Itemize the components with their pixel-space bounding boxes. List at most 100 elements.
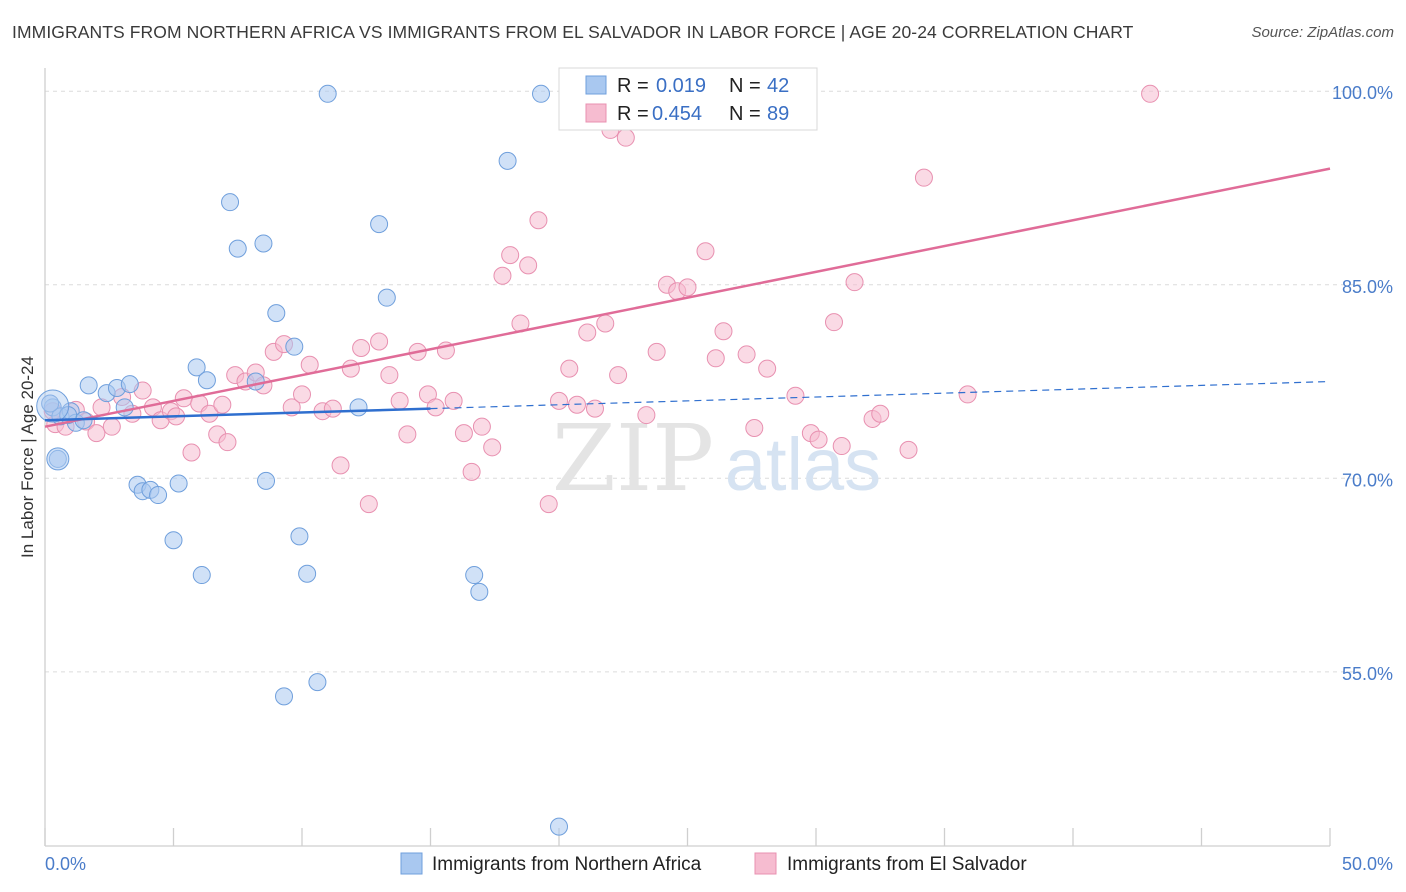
legend-n-value: 42: [767, 75, 789, 97]
data-point-el-salvador: [444, 391, 463, 410]
data-point-el-salvador: [182, 443, 201, 462]
data-point-el-salvador: [293, 385, 311, 404]
data-point-el-salvador: [300, 355, 319, 374]
data-point-el-salvador: [914, 168, 933, 187]
data-point-el-salvador: [352, 338, 371, 357]
data-point-el-salvador: [539, 495, 558, 514]
data-point-el-salvador: [845, 273, 864, 292]
x-minor-ticks: [44, 828, 1331, 846]
data-point-el-salvador: [493, 266, 512, 285]
data-point-northern-africa: [164, 531, 183, 550]
data-point-el-salvador: [832, 437, 851, 456]
data-point-el-salvador: [786, 386, 805, 405]
data-point-el-salvador: [331, 456, 350, 475]
data-point-el-salvador: [1141, 84, 1160, 103]
data-point-el-salvador: [550, 391, 568, 410]
data-point-el-salvador: [809, 430, 828, 449]
data-point-el-salvador: [472, 417, 491, 436]
trendlines: [44, 167, 1331, 428]
data-point-el-salvador: [714, 322, 733, 341]
y-tick-label: 70.0%: [1342, 470, 1393, 490]
trendline-northern-africa-extension: [430, 380, 1331, 410]
data-point-el-salvador: [596, 314, 615, 333]
data-point-northern-africa: [187, 358, 206, 377]
data-point-northern-africa: [275, 687, 294, 706]
bottom-legend: Immigrants from Northern Africa Immigran…: [400, 852, 1027, 875]
data-point-el-salvador: [359, 495, 378, 514]
legend-n-label: N =: [729, 103, 761, 125]
data-point-northern-africa: [254, 234, 273, 253]
data-point-el-salvador: [102, 417, 121, 436]
data-point-el-salvador: [871, 404, 890, 423]
legend: R = 0.019 N = 42 R = 0.454 N = 89: [558, 67, 818, 131]
data-point-el-salvador: [647, 342, 666, 361]
data-point-el-salvador: [529, 211, 548, 230]
data-point-northern-africa: [120, 375, 139, 394]
bottom-legend-swatch-blue: [400, 852, 423, 875]
data-point-northern-africa: [46, 447, 70, 471]
data-point-northern-africa: [267, 304, 286, 323]
data-point-northern-africa: [290, 527, 309, 546]
bottom-legend-label-el-salvador: Immigrants from El Salvador: [787, 854, 1027, 875]
legend-r-label: R =: [617, 103, 649, 125]
data-point-el-salvador: [483, 438, 502, 457]
data-point-el-salvador: [678, 278, 697, 297]
data-point-northern-africa: [465, 566, 484, 585]
data-point-northern-africa: [498, 151, 517, 170]
data-point-el-salvador: [341, 359, 360, 378]
y-tick-label: 55.0%: [1342, 664, 1393, 684]
bottom-legend-label-northern-africa: Immigrants from Northern Africa: [432, 854, 702, 875]
data-point-northern-africa: [285, 337, 304, 356]
legend-r-value: 0.454: [652, 103, 702, 125]
data-point-el-salvador: [501, 246, 520, 265]
legend-swatch-pink: [585, 103, 607, 123]
data-point-el-salvador: [745, 418, 764, 437]
data-point-northern-africa: [318, 84, 337, 103]
bottom-legend-swatch-pink: [754, 852, 777, 875]
data-point-northern-africa: [79, 376, 98, 395]
x-tick-label: 0.0%: [45, 854, 86, 874]
data-point-el-salvador: [758, 359, 777, 378]
watermark-zip: ZIP: [552, 405, 714, 512]
data-point-northern-africa: [115, 398, 134, 417]
data-point-el-salvador: [426, 398, 445, 417]
data-point-el-salvador: [398, 425, 417, 444]
data-point-northern-africa: [221, 193, 240, 212]
chart-source: Source: ZipAtlas.com: [1251, 24, 1394, 41]
data-point-northern-africa: [308, 673, 327, 692]
data-point-northern-africa: [149, 486, 168, 505]
trendline-el-salvador: [44, 167, 1331, 428]
y-tick-label: 85.0%: [1342, 277, 1393, 297]
data-point-el-salvador: [519, 256, 538, 275]
data-point-el-salvador: [609, 366, 628, 385]
data-point-northern-africa: [370, 215, 389, 234]
y-axis-label: In Labor Force | Age 20-24: [18, 356, 37, 558]
data-point-el-salvador: [370, 332, 389, 351]
data-point-el-salvador: [899, 440, 918, 459]
data-point-el-salvador: [696, 242, 715, 261]
data-point-northern-africa: [246, 372, 265, 391]
data-point-el-salvador: [462, 462, 481, 481]
data-point-el-salvador: [637, 406, 656, 425]
data-point-el-salvador: [824, 313, 843, 332]
data-point-northern-africa: [41, 394, 60, 413]
legend-r-label: R =: [617, 75, 649, 97]
data-point-northern-africa: [169, 474, 188, 493]
data-point-el-salvador: [737, 345, 756, 364]
y-tick-labels: 55.0% 70.0% 85.0% 100.0%: [1332, 83, 1393, 684]
x-tick-label: 50.0%: [1342, 854, 1393, 874]
data-point-el-salvador: [87, 424, 106, 443]
data-point-el-salvador: [560, 359, 579, 378]
data-point-el-salvador: [323, 399, 342, 418]
data-point-el-salvador: [380, 366, 399, 385]
data-point-el-salvador: [218, 433, 237, 452]
data-point-northern-africa: [532, 84, 551, 103]
data-point-northern-africa: [197, 371, 216, 390]
data-point-northern-africa: [192, 566, 211, 585]
data-point-el-salvador: [706, 349, 725, 368]
data-point-northern-africa: [298, 564, 317, 583]
data-point-el-salvador: [390, 391, 409, 410]
legend-swatch-blue: [585, 75, 607, 95]
data-point-northern-africa: [377, 288, 396, 307]
data-point-el-salvador: [958, 385, 977, 404]
